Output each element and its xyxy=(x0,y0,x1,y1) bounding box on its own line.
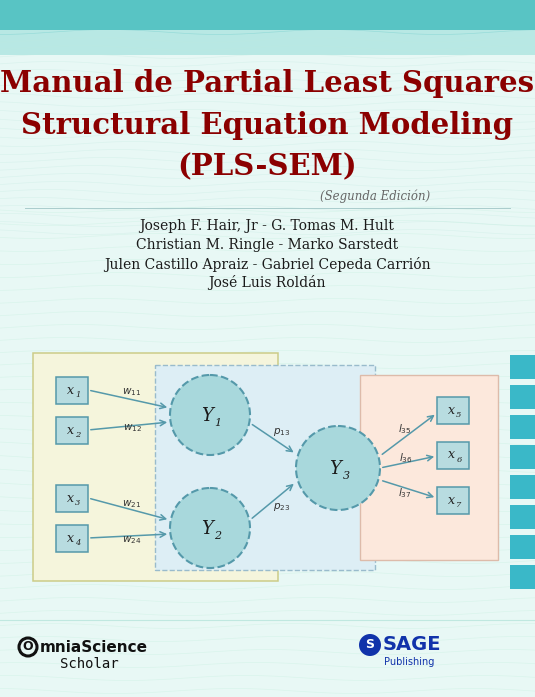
Circle shape xyxy=(296,426,380,510)
FancyBboxPatch shape xyxy=(360,375,498,560)
Text: x: x xyxy=(447,404,455,417)
Text: x: x xyxy=(447,448,455,461)
Text: 1: 1 xyxy=(215,418,221,428)
Circle shape xyxy=(170,488,250,568)
Bar xyxy=(0,0,535,30)
Bar xyxy=(510,445,535,469)
Text: Manual de Partial Least Squares: Manual de Partial Least Squares xyxy=(0,68,534,98)
Text: $p_{13}$: $p_{13}$ xyxy=(273,426,291,438)
Text: $l_{35}$: $l_{35}$ xyxy=(398,422,412,436)
Text: $l_{37}$: $l_{37}$ xyxy=(398,486,412,500)
Text: (Segunda Edición): (Segunda Edición) xyxy=(320,190,430,203)
Text: Y: Y xyxy=(329,460,341,478)
FancyBboxPatch shape xyxy=(33,353,278,581)
Text: $w_{12}$: $w_{12}$ xyxy=(123,422,141,434)
Text: José Luis Roldán: José Luis Roldán xyxy=(208,275,326,291)
FancyBboxPatch shape xyxy=(155,365,375,570)
Bar xyxy=(510,535,535,559)
Text: $w_{11}$: $w_{11}$ xyxy=(123,386,142,398)
Text: $p_{23}$: $p_{23}$ xyxy=(273,501,291,513)
Text: 3: 3 xyxy=(342,471,349,481)
Text: 6: 6 xyxy=(456,456,462,464)
Text: O: O xyxy=(22,641,33,654)
Text: Scholar: Scholar xyxy=(60,657,119,671)
Text: 4: 4 xyxy=(75,539,81,547)
Text: S: S xyxy=(365,638,374,652)
Text: 3: 3 xyxy=(75,499,81,507)
Text: mniaScience: mniaScience xyxy=(40,640,148,654)
Circle shape xyxy=(359,634,381,656)
Text: (PLS-SEM): (PLS-SEM) xyxy=(177,153,357,181)
Text: x: x xyxy=(66,491,73,505)
Text: x: x xyxy=(447,493,455,507)
FancyBboxPatch shape xyxy=(56,484,88,512)
Text: 5: 5 xyxy=(456,411,462,419)
Text: Julen Castillo Apraiz - Gabriel Cepeda Carrión: Julen Castillo Apraiz - Gabriel Cepeda C… xyxy=(104,256,430,272)
FancyBboxPatch shape xyxy=(56,417,88,443)
Bar xyxy=(510,385,535,409)
FancyBboxPatch shape xyxy=(437,487,469,514)
Circle shape xyxy=(170,375,250,455)
Text: Structural Equation Modeling: Structural Equation Modeling xyxy=(21,111,513,139)
Text: $w_{24}$: $w_{24}$ xyxy=(123,534,142,546)
Bar xyxy=(510,475,535,499)
Bar xyxy=(510,505,535,529)
Text: x: x xyxy=(66,424,73,436)
Text: Y: Y xyxy=(201,407,213,425)
Bar xyxy=(510,355,535,379)
Text: $w_{21}$: $w_{21}$ xyxy=(123,498,142,510)
FancyBboxPatch shape xyxy=(56,376,88,404)
Text: $l_{36}$: $l_{36}$ xyxy=(399,451,413,465)
Text: Joseph F. Hair, Jr - G. Tomas M. Hult: Joseph F. Hair, Jr - G. Tomas M. Hult xyxy=(140,219,394,233)
Bar xyxy=(510,415,535,439)
FancyBboxPatch shape xyxy=(56,525,88,551)
Text: Christian M. Ringle - Marko Sarstedt: Christian M. Ringle - Marko Sarstedt xyxy=(136,238,398,252)
FancyBboxPatch shape xyxy=(437,441,469,468)
Text: Y: Y xyxy=(201,520,213,538)
Text: x: x xyxy=(66,383,73,397)
Bar xyxy=(0,30,535,55)
Text: Publishing: Publishing xyxy=(384,657,434,667)
Text: SAGE: SAGE xyxy=(383,636,441,654)
Text: 2: 2 xyxy=(75,431,81,439)
Text: 7: 7 xyxy=(456,501,462,509)
Text: 1: 1 xyxy=(75,391,81,399)
Text: x: x xyxy=(66,532,73,544)
FancyBboxPatch shape xyxy=(437,397,469,424)
Bar xyxy=(510,565,535,589)
Text: 2: 2 xyxy=(215,531,221,541)
